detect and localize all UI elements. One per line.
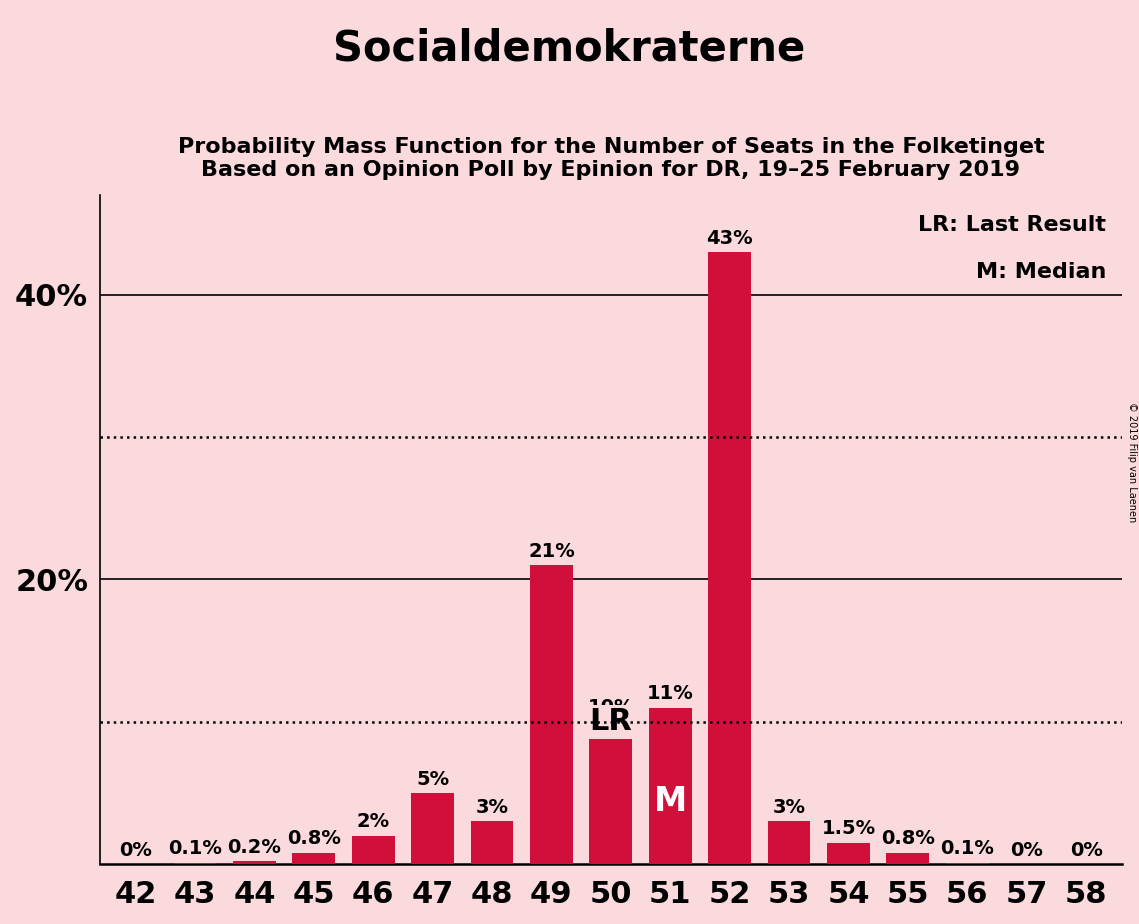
Bar (945, 863, 989, 864)
Bar (411, 793, 454, 864)
Text: 0.1%: 0.1% (941, 839, 994, 858)
Text: 0.8%: 0.8% (287, 830, 341, 848)
Text: 43%: 43% (706, 229, 753, 248)
Text: 0.1%: 0.1% (169, 839, 222, 858)
Text: 0%: 0% (1010, 841, 1043, 859)
Text: M: Median: M: Median (976, 262, 1106, 282)
Text: LR: LR (589, 707, 632, 736)
Bar (768, 821, 811, 864)
Text: M: M (654, 784, 687, 818)
Bar (530, 565, 573, 864)
Bar (470, 821, 514, 864)
Text: Socialdemokraterne: Socialdemokraterne (334, 28, 805, 69)
Bar (173, 863, 216, 864)
Bar (233, 861, 276, 864)
Bar (293, 853, 335, 864)
Bar (590, 722, 632, 864)
Text: 3%: 3% (772, 798, 805, 817)
Bar (827, 843, 870, 864)
Text: 5%: 5% (416, 770, 449, 788)
Text: © 2019 Filip van Laenen: © 2019 Filip van Laenen (1126, 402, 1137, 522)
Text: 1.5%: 1.5% (821, 820, 876, 838)
Bar (352, 835, 394, 864)
Text: 11%: 11% (647, 685, 694, 703)
Text: 21%: 21% (528, 542, 575, 561)
Text: 2%: 2% (357, 812, 390, 832)
Text: LR: Last Result: LR: Last Result (918, 215, 1106, 236)
Bar (708, 252, 751, 864)
Text: 10%: 10% (588, 699, 634, 717)
Text: 0%: 0% (120, 841, 151, 859)
Text: 0.2%: 0.2% (228, 838, 281, 857)
Text: 0.8%: 0.8% (880, 830, 935, 848)
Text: 0%: 0% (1070, 841, 1103, 859)
Text: 3%: 3% (475, 798, 508, 817)
Title: Probability Mass Function for the Number of Seats in the Folketinget
Based on an: Probability Mass Function for the Number… (178, 137, 1044, 180)
Bar (886, 853, 929, 864)
Bar (649, 708, 691, 864)
